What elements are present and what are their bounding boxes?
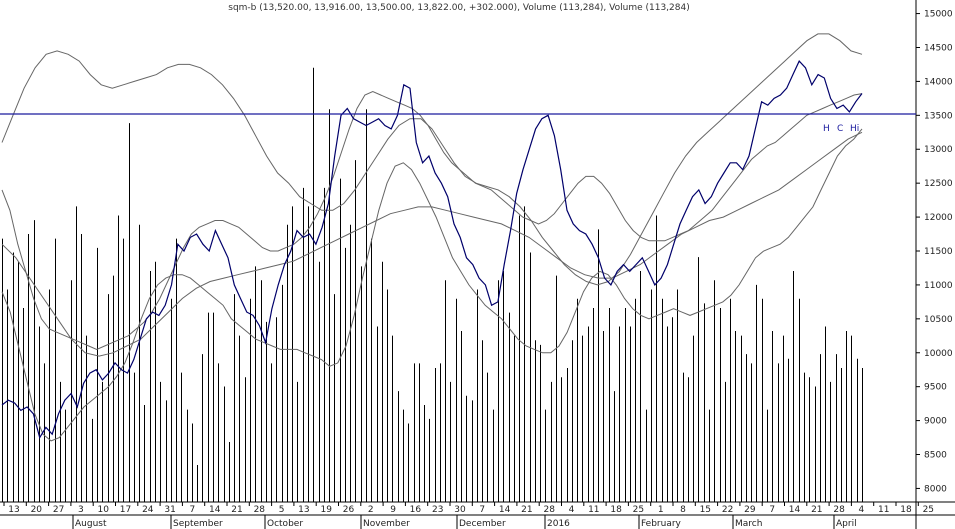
day-tick-label: 29	[744, 505, 756, 515]
month-label: September	[173, 519, 223, 529]
y-tick-label: 9000	[924, 417, 947, 427]
day-tick-label: 14	[789, 505, 801, 515]
y-tick-label: 8000	[924, 484, 947, 494]
day-tick-label: 7	[769, 505, 775, 515]
day-tick-label: 25	[633, 505, 644, 515]
day-tick-label: 28	[543, 505, 555, 515]
day-tick-label: 4	[569, 505, 575, 515]
y-tick-label: 15000	[924, 10, 953, 20]
day-tick-label: 15	[700, 505, 711, 515]
y-tick-label: 10000	[924, 349, 953, 359]
y-tick-label: 13500	[924, 111, 953, 121]
day-tick-label: 8	[680, 505, 686, 515]
day-tick-label: 14	[499, 505, 511, 515]
day-tick-label: 10	[97, 505, 109, 515]
day-tick-label: 1	[658, 505, 664, 515]
chart-title: sqm-b (13,520.00, 13,916.00, 13,500.00, …	[228, 3, 690, 13]
day-tick-label: 19	[320, 505, 332, 515]
day-tick-label: 5	[279, 505, 285, 515]
day-tick-label: 20	[31, 505, 43, 515]
month-label: December	[459, 519, 506, 529]
day-tick-label: 21	[231, 505, 242, 515]
y-tick-label: 11000	[924, 281, 953, 291]
y-tick-label: 10500	[924, 315, 953, 325]
day-tick-label: 2	[368, 505, 374, 515]
day-tick-label: 26	[343, 505, 355, 515]
y-tick-label: 14500	[924, 43, 953, 53]
month-label: August	[75, 519, 107, 529]
annotation-label: H	[823, 124, 830, 134]
lower-band-line	[1, 128, 863, 442]
day-tick-label: 9	[390, 505, 396, 515]
average-line	[1, 91, 863, 350]
y-tick-label: 8500	[924, 451, 947, 461]
day-tick-label: 30	[454, 505, 466, 515]
day-tick-label: 11	[878, 505, 889, 515]
day-tick-label: 13	[298, 505, 309, 515]
y-tick-label: 9500	[924, 383, 947, 393]
y-tick-label: 11500	[924, 247, 953, 257]
day-tick-label: 23	[432, 505, 443, 515]
upper-band-line	[1, 33, 863, 286]
day-tick-label: 17	[120, 505, 131, 515]
day-tick-label: 31	[164, 505, 175, 515]
day-tick-label: 3	[78, 505, 84, 515]
month-label: October	[267, 519, 303, 529]
day-tick-label: 18	[610, 505, 622, 515]
day-tick-label: 22	[722, 505, 733, 515]
day-tick-label: 14	[209, 505, 221, 515]
month-label: 2016	[547, 519, 570, 529]
y-tick-label: 12500	[924, 179, 953, 189]
day-tick-label: 18	[900, 505, 912, 515]
day-tick-label: 7	[479, 505, 485, 515]
day-tick-label: 16	[410, 505, 422, 515]
day-tick-label: 7	[190, 505, 196, 515]
day-tick-label: 11	[588, 505, 599, 515]
day-tick-label: 27	[53, 505, 64, 515]
y-tick-label: 13000	[924, 145, 953, 155]
y-tick-label: 12000	[924, 213, 953, 223]
month-label: February	[641, 519, 682, 529]
price-line	[1, 60, 863, 440]
month-label: November	[363, 519, 410, 529]
month-label: March	[735, 519, 762, 529]
month-label: April	[836, 519, 857, 529]
mid-band-line	[1, 131, 863, 357]
day-tick-label: 25	[923, 505, 934, 515]
day-tick-label: 24	[142, 505, 154, 515]
y-tick-label: 14000	[924, 77, 953, 87]
day-tick-label: 4	[859, 505, 865, 515]
annotation-label: Hi	[850, 124, 859, 134]
annotation-label: C	[837, 124, 843, 134]
day-tick-label: 21	[521, 505, 532, 515]
day-tick-label: 21	[811, 505, 822, 515]
day-tick-label: 28	[254, 505, 266, 515]
day-tick-label: 28	[833, 505, 845, 515]
day-tick-label: 13	[8, 505, 19, 515]
